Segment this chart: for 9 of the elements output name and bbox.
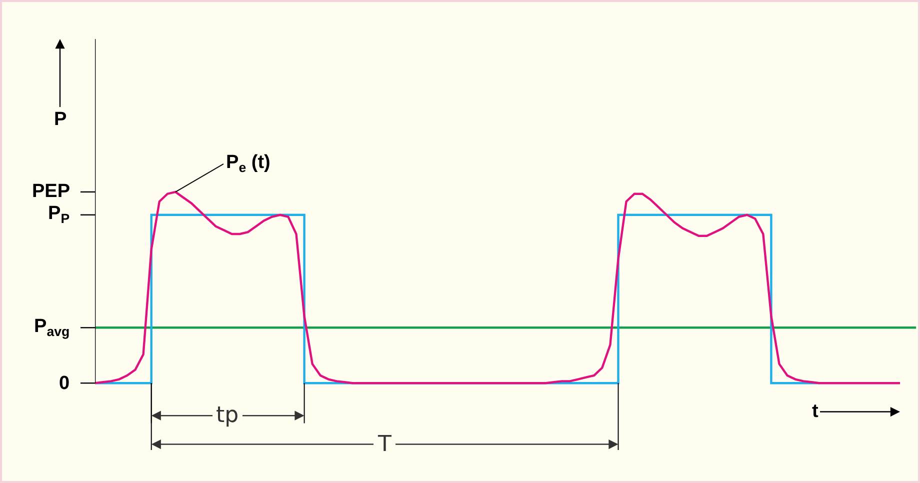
text: 0 [59,373,70,394]
text: P$_{e}$ (t) [226,152,270,175]
text: P$_{P}$ [48,203,70,226]
text: T [377,432,392,457]
y-axis-title: P [54,109,67,130]
text: tp [216,403,239,428]
text: P$_{avg}$ [34,316,70,339]
x-axis-title: t [812,401,819,422]
text: PEP [32,181,70,202]
